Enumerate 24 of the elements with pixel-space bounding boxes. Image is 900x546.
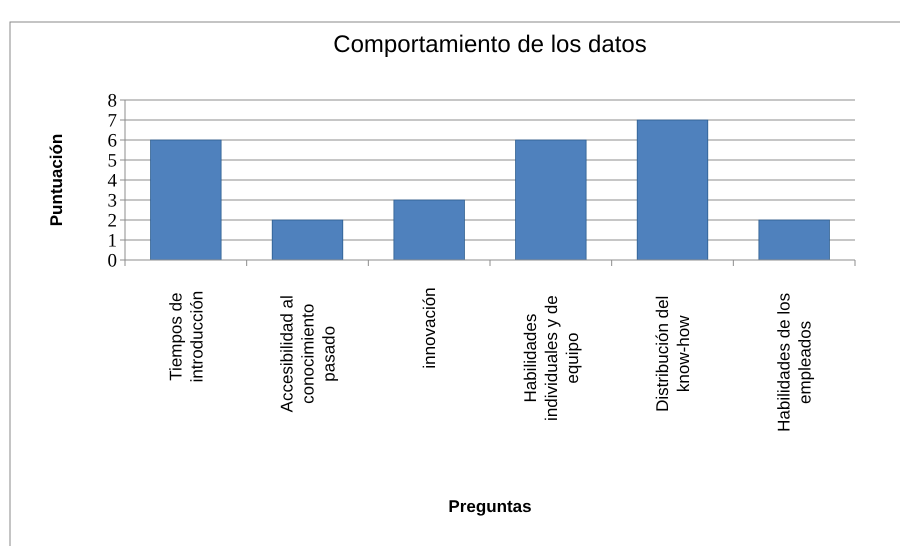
y-tick-label: 5 [108,150,117,172]
x-tick-label: Habilidades individuales y de equipo [520,295,582,421]
x-tick-label: innovación [420,287,440,369]
x-axis-title: Preguntas [448,497,532,516]
x-tick-label: Distribución del know-how [652,296,693,412]
y-tick-label: 1 [108,230,117,252]
chart-title: Comportamiento de los datos [333,31,647,58]
y-tick-label: 6 [108,130,117,152]
y-axis-title: Puntuación [47,134,66,226]
y-tick-label: 7 [108,110,117,132]
x-tick-label: Habilidades de los empleados [774,292,815,432]
y-tick-label: 3 [108,190,117,212]
bar [515,140,587,260]
x-tick-label: Tiempos de introducción [166,290,206,382]
bar [393,200,465,260]
x-tick-label: Accesibilidad al conocimiento pasado [277,295,338,412]
y-tick-label: 2 [108,210,117,232]
bar [636,120,708,260]
y-tick-label: 4 [108,170,118,192]
y-tick-label: 8 [108,90,117,112]
bar [758,220,830,260]
bar [272,220,344,260]
y-tick-label: 0 [108,250,117,272]
bar [150,140,222,260]
